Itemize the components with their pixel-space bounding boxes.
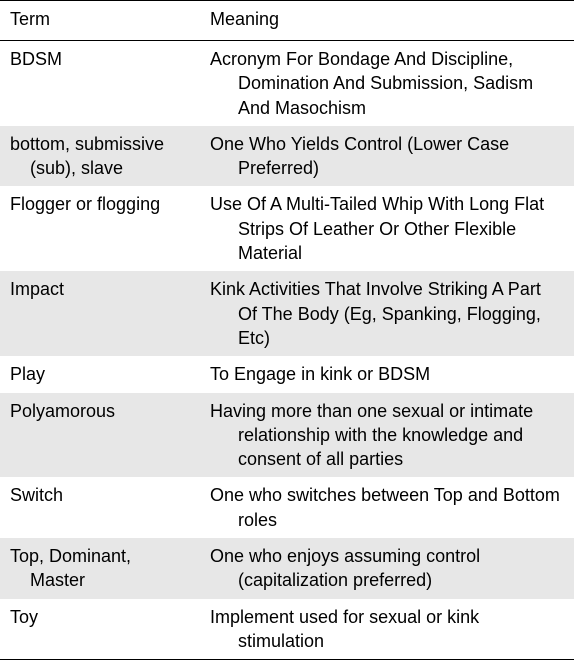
table-header-row: Term Meaning bbox=[0, 1, 574, 41]
table-row: Polyamorous Having more than one sexual … bbox=[0, 393, 574, 478]
term-cell: Flogger or flogging bbox=[10, 192, 190, 216]
meaning-cell: Acronym For Bondage And Discipline, Domi… bbox=[210, 47, 564, 120]
table-row: BDSM Acronym For Bondage And Discipline,… bbox=[0, 41, 574, 126]
meaning-cell: To Engage in kink or BDSM bbox=[210, 362, 564, 386]
meaning-cell: Having more than one sexual or intimate … bbox=[210, 399, 564, 472]
term-cell: Top, Dominant, Master bbox=[10, 544, 190, 593]
term-cell: Switch bbox=[10, 483, 190, 507]
table-row: Play To Engage in kink or BDSM bbox=[0, 356, 574, 392]
term-cell: Toy bbox=[10, 605, 190, 629]
col-header-meaning: Meaning bbox=[200, 1, 574, 41]
meaning-cell: Implement used for sexual or kink stimul… bbox=[210, 605, 564, 654]
table-body: BDSM Acronym For Bondage And Discipline,… bbox=[0, 41, 574, 660]
table-row: Top, Dominant, Master One who enjoys ass… bbox=[0, 538, 574, 599]
table-row: Impact Kink Activities That Involve Stri… bbox=[0, 271, 574, 356]
term-cell: bottom, submissive (sub), slave bbox=[10, 132, 190, 181]
term-cell: BDSM bbox=[10, 47, 190, 71]
meaning-cell: One Who Yields Control (Lower Case Prefe… bbox=[210, 132, 564, 181]
meaning-cell: Use Of A Multi-Tailed Whip With Long Fla… bbox=[210, 192, 564, 265]
glossary-table: Term Meaning BDSM Acronym For Bondage An… bbox=[0, 0, 574, 660]
term-cell: Polyamorous bbox=[10, 399, 190, 423]
col-header-term: Term bbox=[0, 1, 200, 41]
table-row: Switch One who switches between Top and … bbox=[0, 477, 574, 538]
meaning-cell: One who enjoys assuming control (capital… bbox=[210, 544, 564, 593]
term-cell: Impact bbox=[10, 277, 190, 301]
meaning-cell: One who switches between Top and Bottom … bbox=[210, 483, 564, 532]
table-row: Flogger or flogging Use Of A Multi-Taile… bbox=[0, 186, 574, 271]
meaning-cell: Kink Activities That Involve Striking A … bbox=[210, 277, 564, 350]
table-row: bottom, submissive (sub), slave One Who … bbox=[0, 126, 574, 187]
term-cell: Play bbox=[10, 362, 190, 386]
table-row: Toy Implement used for sexual or kink st… bbox=[0, 599, 574, 660]
